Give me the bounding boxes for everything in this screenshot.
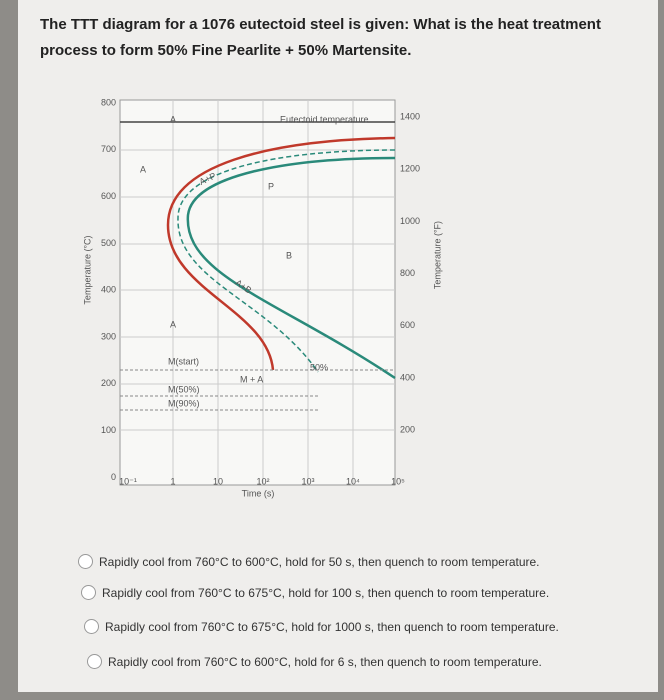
tick-label: 0 xyxy=(111,472,116,482)
diagram-label: B xyxy=(286,250,292,260)
answer-option[interactable]: Rapidly cool from 760°C to 600°C, hold f… xyxy=(87,654,542,669)
tick-label: 600 xyxy=(400,320,415,330)
tick-label: 1000 xyxy=(400,216,420,226)
option-text: Rapidly cool from 760°C to 675°C, hold f… xyxy=(102,585,550,600)
tick-label: 10 xyxy=(213,476,223,486)
question-panel: The TTT diagram for a 1076 eutectoid ste… xyxy=(18,0,658,692)
answer-option[interactable]: Rapidly cool from 760°C to 675°C, hold f… xyxy=(81,585,549,600)
diagram-label: M(50%) xyxy=(168,384,200,394)
tick-label: 700 xyxy=(101,144,116,154)
tick-label: 10⁵ xyxy=(391,476,405,486)
question-text: The TTT diagram for a 1076 eutectoid ste… xyxy=(40,16,601,59)
diagram-label: A xyxy=(170,114,176,124)
radio-button[interactable] xyxy=(87,654,102,669)
ttt-diagram: Temperature (°C) Temperature (°F) Time (… xyxy=(82,97,442,498)
radio-button[interactable] xyxy=(81,585,96,600)
radio-button[interactable] xyxy=(84,619,99,634)
y-axis-label: Temperature (°C) xyxy=(82,235,92,304)
tick-label: 100 xyxy=(101,425,116,435)
tick-label: 300 xyxy=(101,331,116,341)
diagram-label: A xyxy=(140,164,146,174)
fifty-curve xyxy=(177,149,396,373)
y2-axis-label: Temperature (°F) xyxy=(432,221,442,289)
tick-label: 1400 xyxy=(400,111,420,121)
diagram-label: 50% xyxy=(310,362,328,372)
option-text: Rapidly cool from 760°C to 600°C, hold f… xyxy=(99,554,540,569)
diagram-label: P xyxy=(268,181,274,191)
tick-label: 10⁴ xyxy=(346,476,360,486)
tick-label: 800 xyxy=(400,268,415,278)
answer-option[interactable]: Rapidly cool from 760°C to 675°C, hold f… xyxy=(84,619,559,634)
diagram-label: M(90%) xyxy=(168,398,200,408)
tick-label: 600 xyxy=(101,191,116,201)
finish-curve xyxy=(186,156,396,380)
plot-frame xyxy=(119,99,396,486)
start-curve xyxy=(166,136,396,371)
diagram-label: M(start) xyxy=(168,356,199,366)
diagram-label: A xyxy=(170,319,176,329)
tick-label: 200 xyxy=(101,378,116,388)
tick-label: 1 xyxy=(170,476,175,486)
tick-label: 10⁻¹ xyxy=(119,476,137,486)
tick-label: 800 xyxy=(101,97,116,107)
tick-label: 10³ xyxy=(301,476,314,486)
martensite-lines xyxy=(120,369,395,411)
tick-label: 400 xyxy=(101,285,116,295)
answer-option[interactable]: Rapidly cool from 760°C to 600°C, hold f… xyxy=(78,554,540,569)
tick-label: 10² xyxy=(256,476,269,486)
option-text: Rapidly cool from 760°C to 675°C, hold f… xyxy=(105,619,559,634)
radio-button[interactable] xyxy=(78,554,93,569)
option-text: Rapidly cool from 760°C to 600°C, hold f… xyxy=(108,654,542,669)
tick-label: 1200 xyxy=(400,164,420,174)
tick-label: 400 xyxy=(400,372,415,382)
tick-label: 200 xyxy=(400,425,415,435)
diagram-label: M + A xyxy=(240,374,263,384)
x-axis-label: Time (s) xyxy=(242,488,275,498)
grid xyxy=(120,100,395,485)
diagram-label: Eutectoid temperature xyxy=(280,114,369,124)
tick-label: 500 xyxy=(101,238,116,248)
